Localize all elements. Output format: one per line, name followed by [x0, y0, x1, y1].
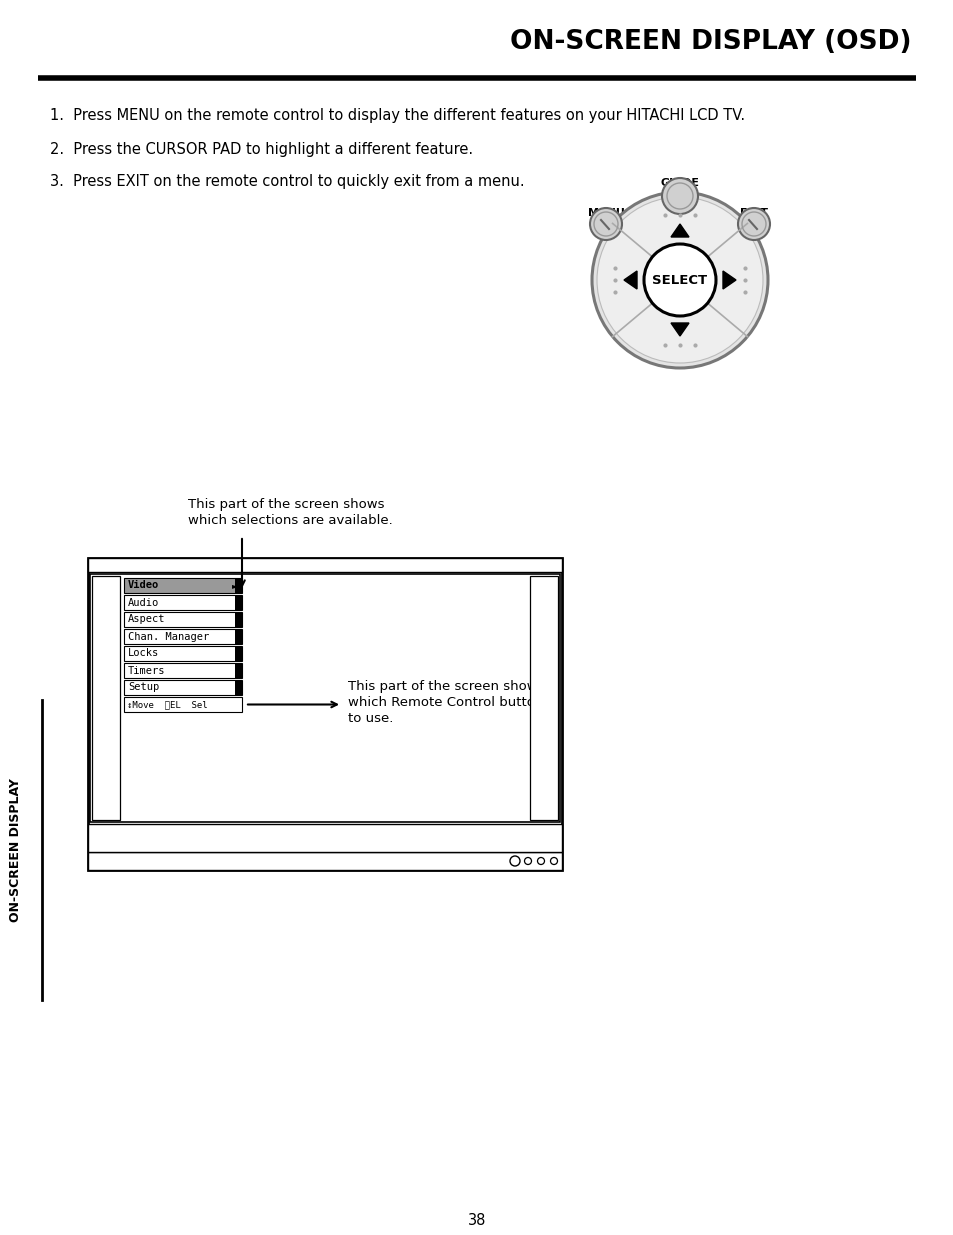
Polygon shape	[670, 324, 688, 336]
Text: to use.: to use.	[348, 713, 393, 725]
Text: 1.  Press MENU on the remote control to display the different features on your H: 1. Press MENU on the remote control to d…	[50, 107, 744, 124]
Bar	[124, 629, 242, 643]
Text: SELECT: SELECT	[652, 273, 707, 287]
Bar	[124, 613, 242, 627]
Circle shape	[643, 245, 716, 316]
Circle shape	[592, 191, 767, 368]
Text: EXIT: EXIT	[740, 207, 767, 219]
Bar	[530, 576, 558, 820]
Bar	[124, 680, 242, 695]
Circle shape	[738, 207, 769, 240]
Text: Aspect: Aspect	[128, 615, 165, 625]
Text: 38: 38	[467, 1213, 486, 1228]
Bar	[88, 558, 561, 869]
Polygon shape	[623, 270, 637, 289]
Text: This part of the screen shows: This part of the screen shows	[188, 498, 384, 511]
Circle shape	[661, 178, 698, 214]
Bar	[91, 576, 120, 820]
Text: GUIDE: GUIDE	[659, 178, 699, 188]
Text: Chan. Manager: Chan. Manager	[128, 631, 209, 641]
Bar	[124, 578, 242, 593]
Circle shape	[597, 198, 762, 363]
Polygon shape	[722, 270, 735, 289]
Bar	[234, 578, 242, 593]
Text: ON-SCREEN DISPLAY (OSD): ON-SCREEN DISPLAY (OSD)	[510, 28, 911, 56]
Text: 3.  Press EXIT on the remote control to quickly exit from a menu.: 3. Press EXIT on the remote control to q…	[50, 174, 524, 189]
Circle shape	[589, 207, 621, 240]
Polygon shape	[670, 224, 688, 237]
Bar	[88, 852, 561, 869]
Text: ON-SCREEN DISPLAY: ON-SCREEN DISPLAY	[10, 778, 23, 923]
Bar	[88, 824, 561, 852]
Text: MENU: MENU	[587, 207, 624, 219]
Text: This part of the screen shows: This part of the screen shows	[348, 680, 544, 693]
Bar	[234, 663, 242, 678]
Bar	[124, 595, 242, 610]
Text: Audio: Audio	[128, 598, 159, 608]
Text: Timers: Timers	[128, 666, 165, 676]
Bar	[90, 574, 559, 823]
Bar	[234, 646, 242, 661]
Text: which selections are available.: which selections are available.	[188, 514, 393, 527]
Bar	[88, 558, 561, 572]
Bar	[124, 697, 242, 713]
Text: ↕Move  ⓈEL  Sel: ↕Move ⓈEL Sel	[127, 700, 208, 709]
Bar	[124, 646, 242, 661]
Bar	[234, 613, 242, 627]
Text: Setup: Setup	[128, 683, 159, 693]
Text: ►: ►	[232, 580, 238, 590]
Bar	[234, 595, 242, 610]
Circle shape	[510, 856, 519, 866]
Bar	[234, 629, 242, 643]
Bar	[124, 663, 242, 678]
Text: Locks: Locks	[128, 648, 159, 658]
Text: Video: Video	[128, 580, 159, 590]
Text: 2.  Press the CURSOR PAD to highlight a different feature.: 2. Press the CURSOR PAD to highlight a d…	[50, 142, 473, 157]
Text: which Remote Control buttons: which Remote Control buttons	[348, 697, 550, 709]
Bar	[234, 680, 242, 695]
